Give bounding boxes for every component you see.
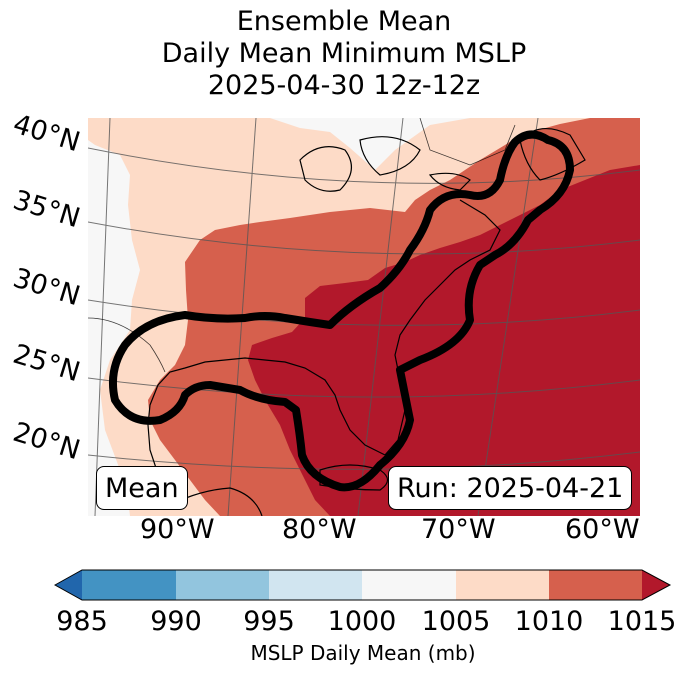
great-lakes-west xyxy=(299,146,352,192)
colorbar-tick-990: 990 xyxy=(150,606,202,637)
colorbar-tick-1000: 1000 xyxy=(327,606,397,637)
colorbar-segment-990-995 xyxy=(176,570,269,600)
colorbar-extend-low xyxy=(55,570,82,600)
gridline-30n xyxy=(88,299,640,326)
colorbar-segment-985-990 xyxy=(82,570,176,600)
great-lakes-east xyxy=(359,136,421,176)
mean-label-box: Mean xyxy=(96,466,188,510)
lon-label-70w: 70°W xyxy=(421,514,496,545)
colorbar-outline xyxy=(53,569,672,601)
gridline-25n xyxy=(88,377,640,398)
colorbar-tick-995: 995 xyxy=(243,606,295,637)
colorbar-segment-1000-1005 xyxy=(362,570,456,600)
colorbar-segment-995-1000 xyxy=(269,570,362,600)
gridline-20n xyxy=(88,451,640,470)
colorbar-tick-1010: 1010 xyxy=(514,606,584,637)
title-line-2: Daily Mean Minimum MSLP xyxy=(161,38,527,69)
colorbar-label: MSLP Daily Mean (mb) xyxy=(250,641,476,665)
gridline-35n xyxy=(88,221,640,255)
title-line-3: 2025-04-30 12z-12z xyxy=(207,70,481,101)
gridline-70w xyxy=(477,118,539,516)
gridline-80w xyxy=(357,118,404,516)
field-region-1015 xyxy=(248,165,640,516)
gridline-100w xyxy=(94,118,111,516)
run-date-box: Run: 2025-04-21 xyxy=(388,466,633,510)
borders xyxy=(88,118,516,373)
lon-label-60w: 60°W xyxy=(565,514,640,545)
us-canada-border xyxy=(419,118,516,166)
colorbar-extend-high xyxy=(642,570,670,600)
colorbar-segment-1005-1010 xyxy=(456,570,549,600)
title-line-1: Ensemble Mean xyxy=(236,6,452,37)
colorbar-tick-1015: 1015 xyxy=(607,606,677,637)
colorbar-tick-985: 985 xyxy=(56,606,108,637)
lon-label-80w: 80°W xyxy=(282,514,357,545)
map-field xyxy=(88,118,640,516)
colorbar-tick-1005: 1005 xyxy=(421,606,491,637)
lake-erie-ontario xyxy=(428,172,471,191)
canadian-maritimes xyxy=(519,128,586,181)
lon-label-90w: 90°W xyxy=(140,514,215,545)
contour-1015-outline xyxy=(109,130,574,492)
colorbar-segment-1010-1015 xyxy=(549,570,642,600)
us-mexico-border xyxy=(88,317,166,373)
